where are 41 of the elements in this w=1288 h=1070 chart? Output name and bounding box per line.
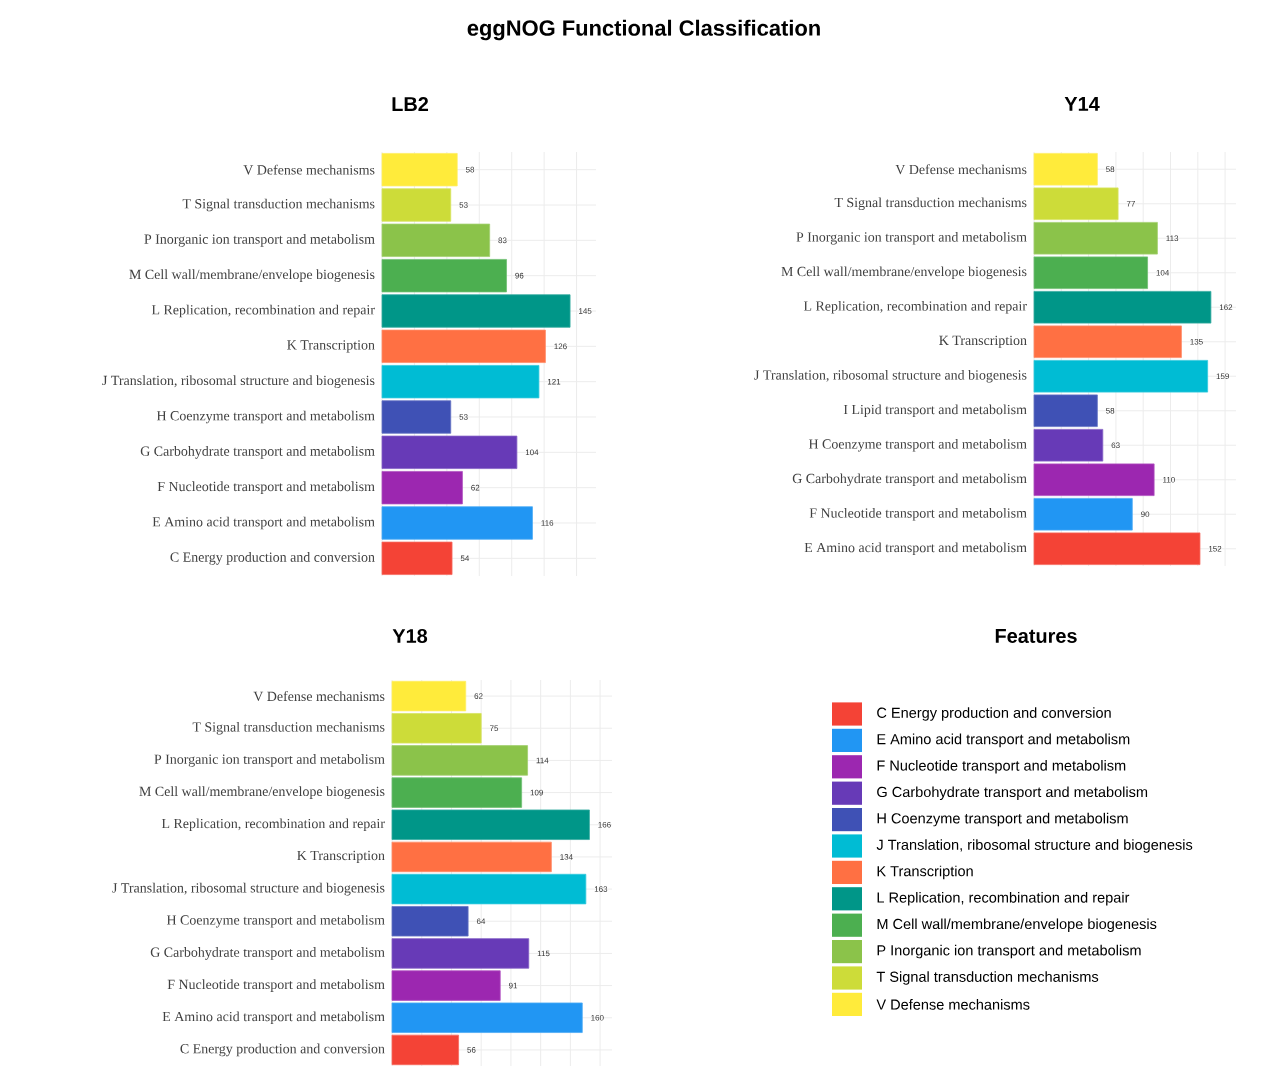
bar [1033, 221, 1158, 255]
bar [1033, 152, 1098, 186]
bar [1033, 256, 1148, 290]
bar [391, 906, 469, 937]
text: eggNOG Functional Classification [467, 19, 820, 41]
bar [1033, 359, 1209, 393]
bar [1033, 497, 1133, 531]
bar [381, 506, 533, 540]
bar [391, 970, 501, 1001]
bar [391, 713, 482, 744]
chart-title: LB2 [392, 97, 429, 111]
bar [381, 259, 507, 293]
bar [381, 223, 491, 257]
text: Features [995, 629, 1077, 643]
bar [391, 1002, 583, 1033]
bar [381, 365, 540, 399]
bar [391, 777, 523, 808]
bar [1033, 428, 1104, 462]
bar [391, 809, 590, 840]
chart-title: Y14 [1064, 97, 1100, 111]
bar [391, 745, 528, 776]
bar [381, 329, 546, 363]
bar [391, 1034, 459, 1066]
bar [381, 471, 463, 505]
bar [1033, 532, 1201, 566]
bar [391, 680, 467, 712]
bar [381, 400, 452, 434]
bar [1033, 463, 1155, 497]
chart-title: Y18 [392, 628, 428, 644]
bar [381, 294, 571, 328]
bar [381, 153, 458, 187]
bar [391, 841, 552, 873]
bar [381, 435, 518, 469]
bar [391, 938, 530, 969]
bar [1033, 290, 1212, 324]
bar [381, 188, 452, 222]
bar [1033, 394, 1098, 428]
bar [391, 873, 587, 905]
bar [381, 541, 453, 575]
bar [1033, 187, 1119, 221]
bar [1033, 325, 1182, 359]
